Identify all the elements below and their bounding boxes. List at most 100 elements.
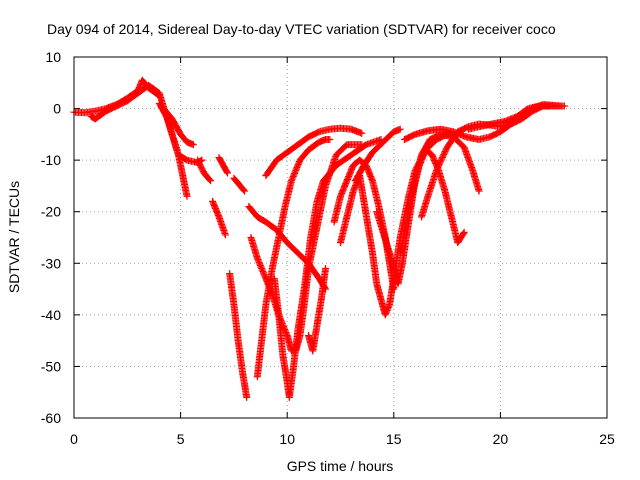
data-point xyxy=(177,130,190,145)
data-point xyxy=(343,163,357,185)
data-point xyxy=(462,133,482,143)
series-arc-14 xyxy=(262,124,366,180)
data-point xyxy=(145,81,162,96)
data-point xyxy=(294,134,311,149)
x-axis-label: GPS time / hours xyxy=(287,458,394,474)
data-point xyxy=(373,280,385,302)
data-point xyxy=(305,128,322,141)
series-arc-20 xyxy=(396,146,468,257)
data-point xyxy=(262,218,279,233)
data-point xyxy=(268,235,282,272)
data-point xyxy=(409,163,423,195)
x-tick-label: 5 xyxy=(177,431,185,447)
series-arc-13 xyxy=(270,136,385,401)
series-arc-9 xyxy=(226,270,251,401)
series-arc-23 xyxy=(464,102,553,133)
data-point xyxy=(362,136,384,149)
data-point xyxy=(469,166,483,194)
data-point xyxy=(243,393,251,401)
series-arc-8 xyxy=(230,174,249,195)
data-point xyxy=(236,182,248,194)
data-point xyxy=(258,302,270,345)
data-point xyxy=(164,115,176,137)
data-point xyxy=(238,368,250,400)
data-point xyxy=(460,228,468,236)
data-point xyxy=(241,187,249,195)
data-point xyxy=(275,204,289,241)
data-point xyxy=(215,213,229,237)
data-point xyxy=(360,197,372,230)
data-point xyxy=(226,270,238,307)
data-point xyxy=(415,147,429,169)
data-point xyxy=(360,150,376,169)
data-point xyxy=(179,172,191,199)
data-point xyxy=(475,187,483,195)
x-tick-label: 25 xyxy=(599,431,615,447)
y-tick-label: -20 xyxy=(41,204,61,220)
data-point xyxy=(319,162,339,185)
data-point xyxy=(460,143,476,173)
y-axis-label: SDTVAR / TECUs xyxy=(6,181,22,293)
data-point xyxy=(396,125,404,133)
data-point xyxy=(394,261,406,288)
series-arc-15 xyxy=(305,264,330,355)
data-point xyxy=(113,97,130,110)
data-point xyxy=(91,108,109,123)
data-point xyxy=(200,169,214,184)
data-point xyxy=(403,189,417,226)
data-point xyxy=(305,139,322,154)
data-point xyxy=(513,105,531,120)
data-point xyxy=(330,194,344,226)
data-point xyxy=(283,239,301,256)
data-point xyxy=(313,297,325,329)
series-arc-18 xyxy=(351,125,404,185)
grid xyxy=(74,57,607,418)
data-point xyxy=(368,139,386,156)
data-point xyxy=(343,189,357,221)
data-point xyxy=(253,213,269,225)
data-point xyxy=(313,178,327,205)
data-point xyxy=(545,102,553,110)
data-point xyxy=(123,90,141,105)
series-arc-3 xyxy=(155,99,191,200)
data-point xyxy=(326,136,334,144)
x-tick-label: 15 xyxy=(386,431,402,447)
data-point xyxy=(358,129,366,137)
data-point xyxy=(486,128,503,141)
x-tick-label: 0 xyxy=(70,431,78,447)
data-point xyxy=(337,214,351,247)
data-point xyxy=(234,337,246,374)
data-point xyxy=(373,208,387,235)
data-point xyxy=(556,102,564,110)
data-point xyxy=(209,197,222,219)
data-point xyxy=(296,147,312,164)
data-point xyxy=(432,145,450,174)
series-arc-5 xyxy=(194,156,214,185)
data-point xyxy=(400,131,418,144)
data-point xyxy=(307,199,321,241)
data-point xyxy=(379,129,397,146)
data-point xyxy=(221,231,229,239)
y-tick-label: -40 xyxy=(41,307,61,323)
data-point xyxy=(364,223,376,255)
data-point xyxy=(454,230,467,247)
series-arc-4 xyxy=(160,105,197,149)
data-point xyxy=(262,275,276,297)
data-point xyxy=(168,115,184,137)
y-tick-label: 0 xyxy=(53,101,61,117)
x-tick-label: 10 xyxy=(279,431,295,447)
data-point xyxy=(300,235,314,293)
y-tick-label: 10 xyxy=(45,49,61,65)
data-point xyxy=(351,163,367,185)
series-arc-16 xyxy=(330,156,398,293)
data-point xyxy=(206,177,214,185)
data-point xyxy=(290,328,302,370)
tick-labels: 0 5 10 15 20 25 -60 -50 -40 -30 -20 -10 0 10 xyxy=(41,49,615,447)
data-point xyxy=(313,183,329,231)
data-point xyxy=(270,275,282,317)
data-point xyxy=(322,264,330,272)
data-point xyxy=(183,192,191,200)
data-point xyxy=(441,187,455,219)
data-point xyxy=(275,311,287,359)
